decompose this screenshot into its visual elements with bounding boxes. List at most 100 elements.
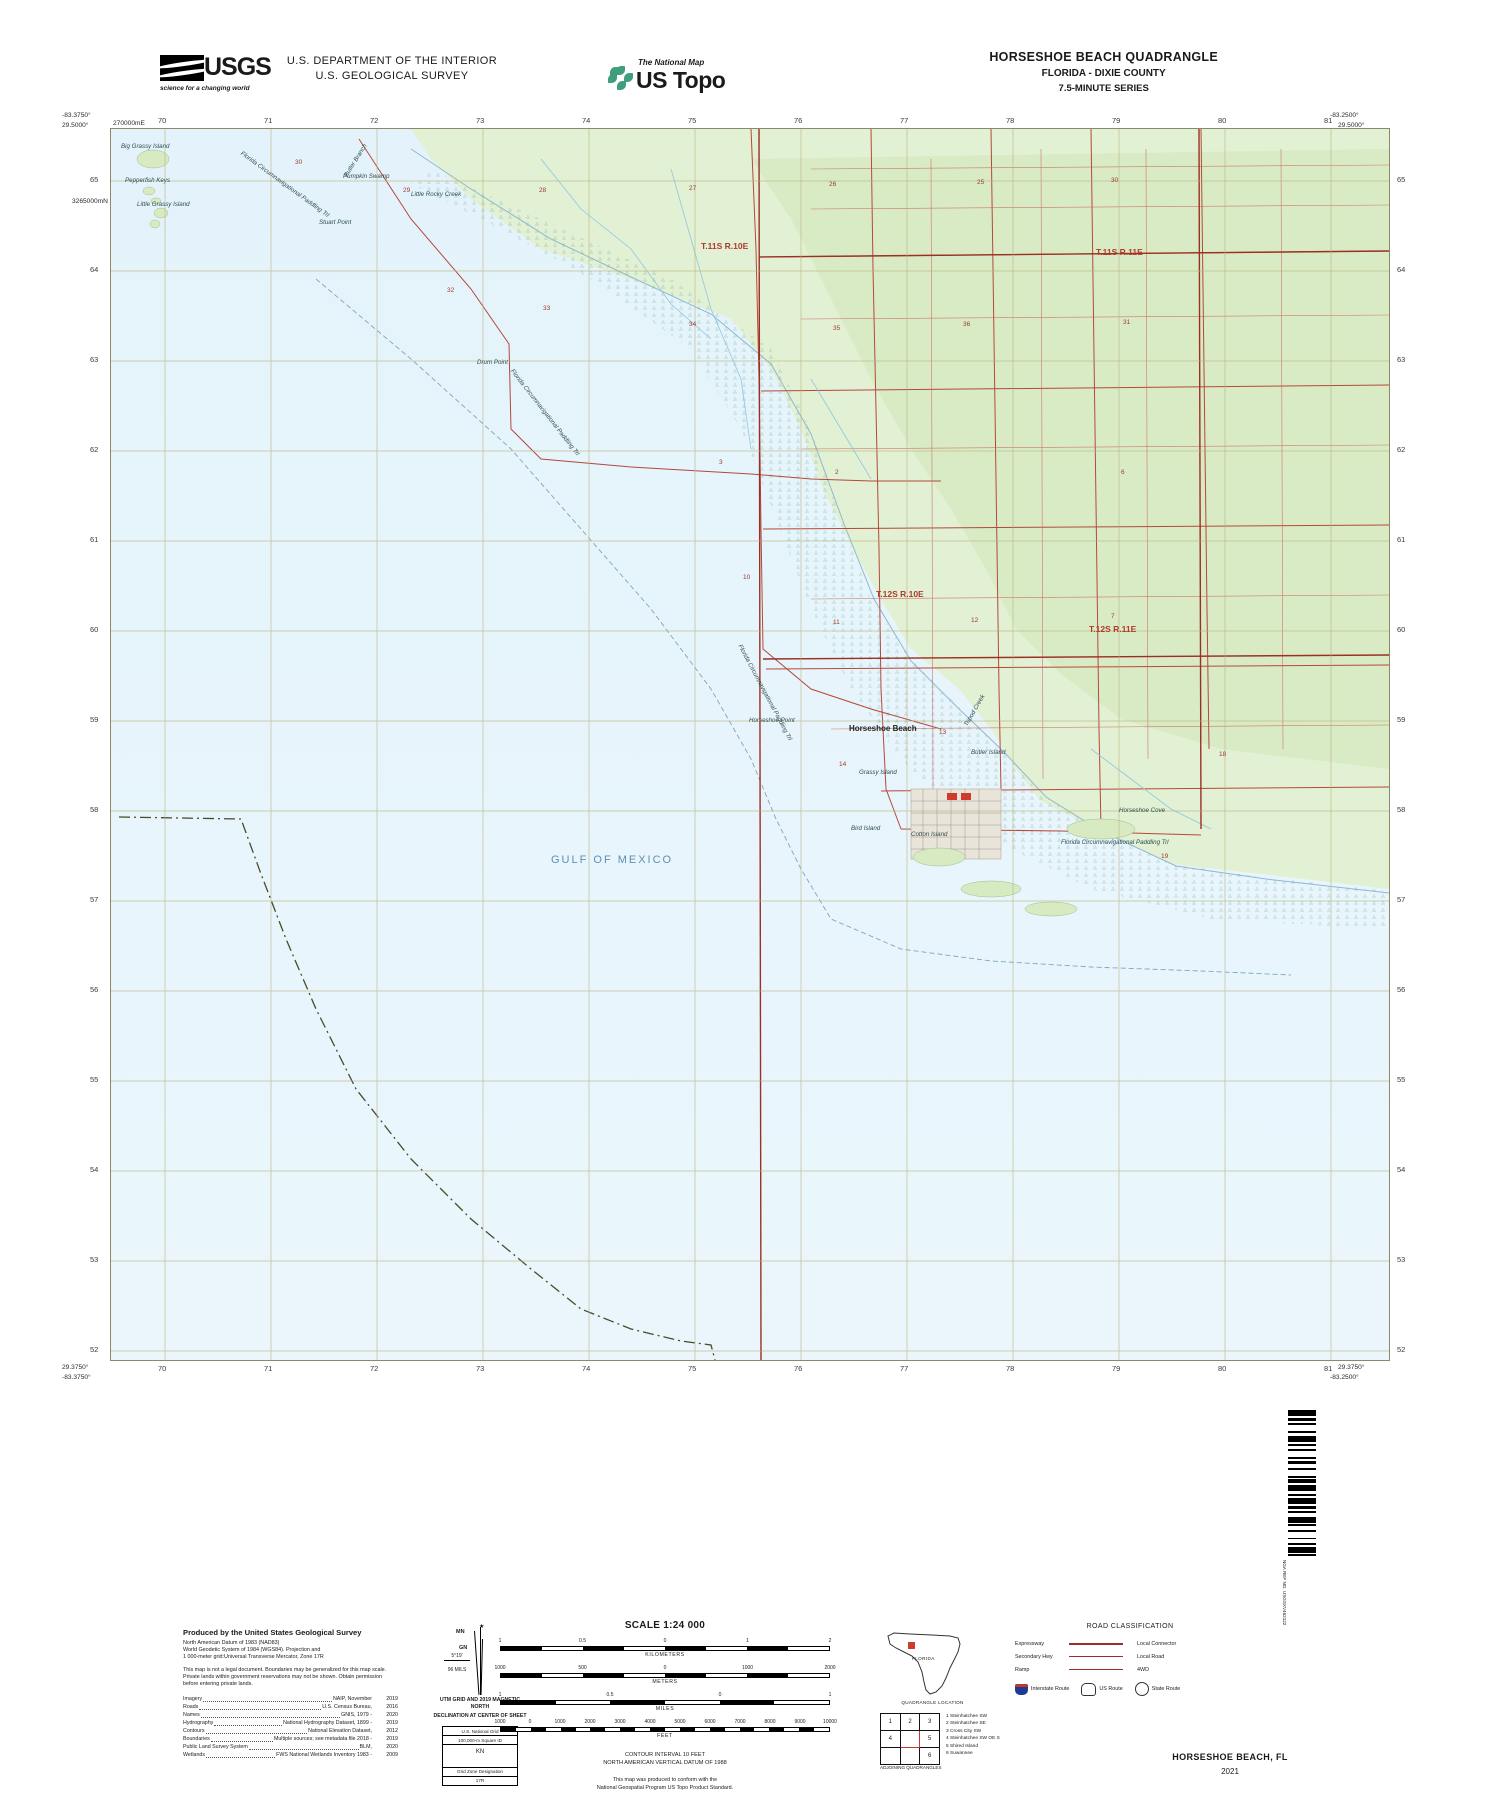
road-label-4wd: 4WD (1137, 1666, 1149, 1673)
scale-unit-label: FEET (657, 1733, 673, 1739)
scale-block: SCALE 1:24 000 1 0.5 0 1 2 KILOMETERS 1000 500 0… (494, 1620, 837, 1792)
locator-caption: QUADRANGLE LOCATION (901, 1700, 964, 1705)
scale-tick-label: 0.5 (606, 1692, 614, 1698)
state-route-circle-icon (1134, 1682, 1149, 1696)
conformance-note: This map was produced to conform with th… (500, 1776, 830, 1792)
usgs-logo: USGS science for a changing world (160, 53, 272, 95)
barcode-bar (1288, 1543, 1316, 1545)
corner-se-lat: 29.3750° (1338, 1364, 1365, 1371)
gulf-of-mexico-label: GULF OF MEXICO (551, 854, 674, 866)
source-value: NAIP, November (332, 1696, 372, 1703)
grid-tick-left: 61 (90, 535, 99, 544)
section-number: 11 (833, 619, 840, 626)
scale-bar-labels: 1000 500 0 1000 2000 (494, 1665, 835, 1673)
big-grassy-island-label: Big Grassy Island (121, 143, 170, 150)
section-number: 19 (1161, 853, 1169, 860)
data-sources-list: Imagery NAIP, November 2019 Roads U.S. Censu… (183, 1695, 398, 1759)
barcode-bar (1288, 1494, 1316, 1497)
scale-tick-label: 1000 (494, 1665, 506, 1671)
barcode-bars (1288, 1410, 1316, 1560)
barcode-bar (1288, 1530, 1316, 1532)
map-header: USGS science for a changing world U.S. D… (0, 0, 1500, 110)
footer-title-block: HORSESHOE BEACH, FL 2021 (1110, 1752, 1350, 1776)
barcode-bar (1288, 1430, 1316, 1433)
scale-tick-label: 8000 (764, 1719, 776, 1725)
topographic-map[interactable]: GULF OF MEXICO Horseshoe Beach Horseshoe… (110, 128, 1390, 1361)
scale-tick-label: 1000 (741, 1665, 754, 1671)
grid-tick-bottom: 72 (370, 1364, 379, 1373)
grid-tick-right: 61 (1397, 535, 1406, 544)
scale-tick-label: 2 (828, 1638, 832, 1644)
barcode-bar (1288, 1460, 1316, 1465)
section-number: 35 (833, 325, 841, 332)
scale-tick-label: 3000 (614, 1719, 626, 1725)
source-name: Names (183, 1712, 200, 1719)
barcode-bar (1288, 1410, 1316, 1416)
quadrangle-title-block: HORSESHOE BEACH QUADRANGLE FLORIDA - DIX… (989, 50, 1218, 94)
usng-title: U.S. National Grid (443, 1727, 517, 1736)
magnetic-north-label: MN (456, 1629, 465, 1635)
section-number: 10 (743, 574, 751, 581)
us-route-label: US Route (1099, 1686, 1123, 1692)
grid-tick-left: 53 (90, 1255, 99, 1264)
scale-bar-graphic (500, 1646, 830, 1651)
leader-dots (199, 1704, 322, 1710)
grid-tick-top: 72 (370, 116, 379, 125)
minor-roads (800, 148, 1389, 790)
pumpkin-swamp-label: Pumpkin Swamp (343, 173, 390, 180)
section-number: 28 (539, 187, 547, 194)
adjoining-cell (880, 1747, 901, 1765)
grid-tick-right: 59 (1397, 715, 1406, 724)
corner-nw-utm-n: 3265000mN (72, 198, 108, 205)
source-name: Hydrography (183, 1720, 214, 1727)
section-number: 25 (977, 179, 985, 186)
gulf-islands (136, 149, 1136, 917)
usng-letters: KN (443, 1745, 517, 1768)
leader-dots (248, 1744, 359, 1750)
datum-line-1: North American Datum of 1983 (NAD83) (183, 1640, 280, 1646)
scale-bar-labels: 1 0.5 0 1 2 (499, 1638, 832, 1646)
grid-north-label: GN (459, 1645, 468, 1651)
grid-tick-bottom: 70 (158, 1364, 167, 1373)
scale-tick-label: 0 (663, 1638, 667, 1644)
florida-outline-icon (887, 1632, 961, 1695)
scale-bar-labels: 1000 0 1000 2000 3000 4000 5000 6000 7000 8000 900… (494, 1719, 837, 1727)
barcode-bar (1288, 1556, 1316, 1560)
usng-square-label: 100,000-m Square ID (443, 1736, 517, 1745)
section-number: 2 (835, 469, 839, 476)
footer-year: 2021 (1221, 1767, 1239, 1776)
corner-nw-utm-e: 270000mE (113, 120, 145, 127)
corner-sw-lon: -83.3750° (62, 1374, 91, 1381)
grid-tick-right: 60 (1397, 625, 1406, 634)
source-row: Boundaries Multiple sources; see metadata… (183, 1735, 398, 1743)
scale-tick-label: 10000 (823, 1719, 837, 1725)
leader-dots (205, 1728, 308, 1734)
scale-tick-label: 0 (528, 1719, 532, 1725)
section-number: 36 (963, 321, 971, 328)
declination-diagram: ★ MN GN 5°19' 96 MILS UTM GRID AND 2019 … (430, 1623, 530, 1786)
road-label-ramp: Ramp (1015, 1666, 1030, 1673)
grid-tick-top: 81 (1324, 116, 1333, 125)
grid-tick-bottom: 78 (1006, 1364, 1015, 1373)
source-name: Roads (183, 1704, 199, 1711)
state-county: FLORIDA - DIXIE COUNTY (1041, 68, 1166, 79)
leader-dots (214, 1720, 283, 1726)
grid-tick-right: 53 (1397, 1255, 1406, 1264)
corner-ne-lon: -83.2500° (1330, 112, 1359, 119)
us-route-item: US Route (1081, 1682, 1123, 1696)
drum-point-label: Drum Point (477, 359, 508, 366)
scale-bar-graphic (500, 1727, 830, 1732)
barcode-bar (1288, 1456, 1316, 1459)
barcode-block: NGA REF NO. USGSXV462122 (1282, 1410, 1316, 1625)
grid-tick-bottom: 75 (688, 1364, 697, 1373)
barcode-bar (1288, 1449, 1316, 1452)
florida-label: FLORIDA (912, 1656, 935, 1661)
section-number: 13 (939, 729, 947, 736)
map-collar: Produced by the United States Geological… (0, 1380, 1500, 1813)
barcode-bar (1288, 1554, 1316, 1557)
road-right-column: Local Connector Local Road 4WD (1137, 1637, 1245, 1676)
horseshoe-beach-label: Horseshoe Beach (849, 724, 917, 733)
barcode-bar (1288, 1505, 1316, 1510)
